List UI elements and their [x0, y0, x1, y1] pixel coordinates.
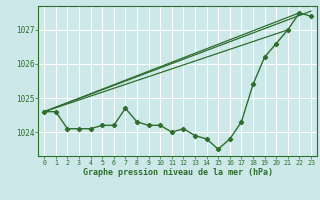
X-axis label: Graphe pression niveau de la mer (hPa): Graphe pression niveau de la mer (hPa)	[83, 168, 273, 177]
